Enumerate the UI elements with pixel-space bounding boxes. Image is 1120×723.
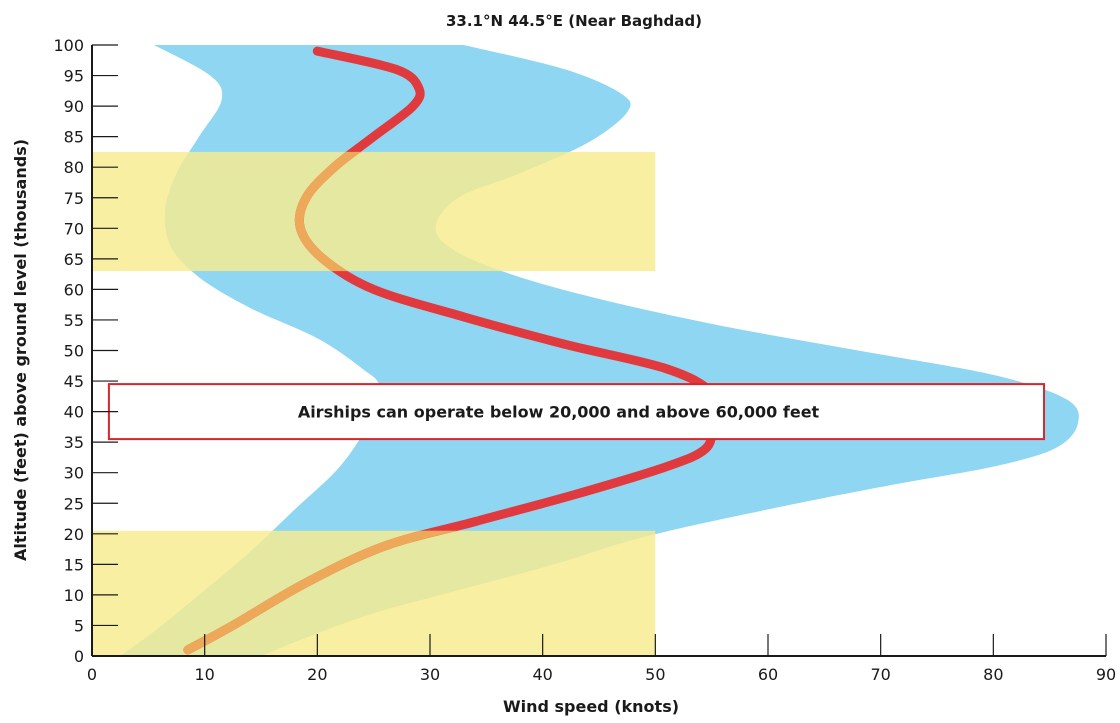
y-tick-label: 90: [64, 97, 84, 116]
y-tick-label: 80: [64, 158, 84, 177]
y-tick-label: 10: [64, 586, 84, 605]
y-tick-label: 65: [64, 250, 84, 269]
y-tick-label: 50: [64, 342, 84, 361]
y-tick-label: 40: [64, 403, 84, 422]
x-tick-label: 80: [983, 665, 1003, 684]
y-tick-label: 95: [64, 67, 84, 86]
x-tick-label: 30: [420, 665, 440, 684]
x-tick-label: 10: [194, 665, 214, 684]
y-tick-label: 15: [64, 555, 84, 574]
y-tick-label: 35: [64, 433, 84, 452]
x-tick-label: 0: [87, 665, 97, 684]
x-tick-label: 40: [532, 665, 552, 684]
x-axis-title: Wind speed (knots): [503, 697, 679, 716]
x-tick-label: 70: [870, 665, 890, 684]
y-tick-label: 85: [64, 128, 84, 147]
y-tick-label: 75: [64, 189, 84, 208]
y-tick-label: 55: [64, 311, 84, 330]
chart-title: 33.1°N 44.5°E (Near Baghdad): [446, 12, 702, 30]
y-tick-label: 30: [64, 464, 84, 483]
y-tick-label: 5: [74, 616, 84, 635]
annotation-text: Airships can operate below 20,000 and ab…: [298, 403, 820, 422]
y-axis-title: Altitude (feet) above ground level (thou…: [11, 139, 30, 561]
y-tick-label: 100: [53, 36, 84, 55]
x-tick-label: 60: [758, 665, 778, 684]
x-tick-label: 20: [307, 665, 327, 684]
y-tick-label: 25: [64, 494, 84, 513]
x-tick-label: 50: [645, 665, 665, 684]
y-tick-label: 20: [64, 525, 84, 544]
y-tick-label: 0: [74, 647, 84, 666]
y-tick-label: 60: [64, 280, 84, 299]
y-tick-label: 70: [64, 219, 84, 238]
annotation-group: Airships can operate below 20,000 and ab…: [109, 384, 1044, 439]
operating-band-high: [92, 152, 655, 271]
x-tick-label: 90: [1096, 665, 1116, 684]
y-tick-label: 45: [64, 372, 84, 391]
